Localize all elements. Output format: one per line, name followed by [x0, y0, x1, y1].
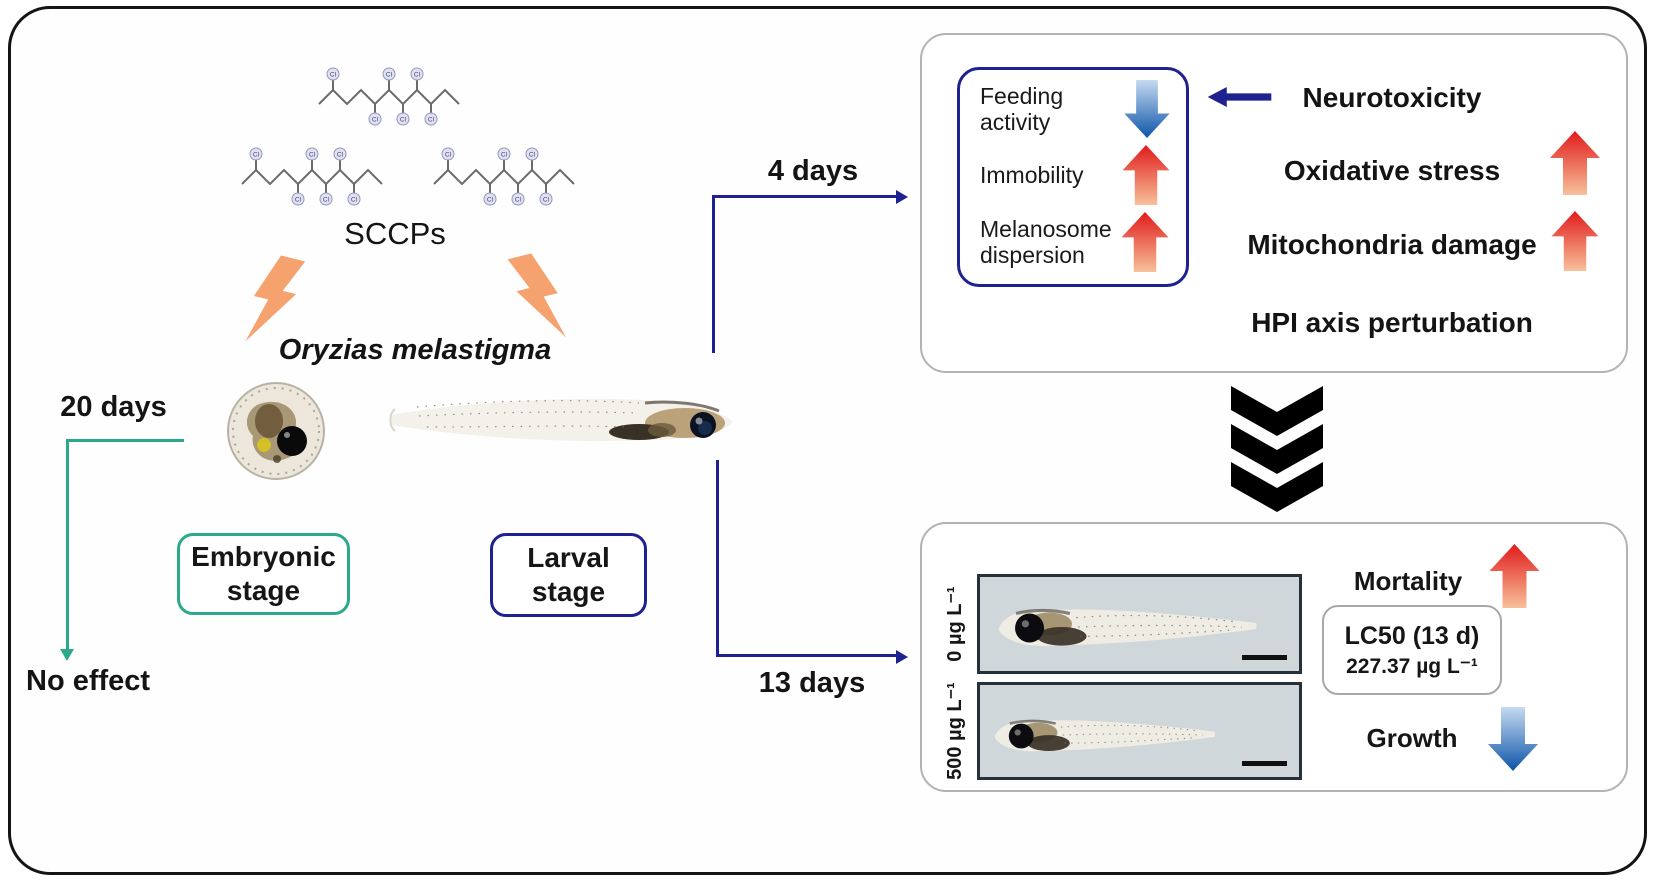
- mortality-label: Mortality: [1353, 566, 1463, 596]
- arrowhead-down-icon: [60, 649, 74, 661]
- behavior-effects-box: Feeding activity Immobility Melanosome d…: [957, 67, 1189, 287]
- behavior-row-immobility: Immobility: [980, 145, 1170, 205]
- larva-photo: [992, 711, 1222, 761]
- up-arrow-icon: [1122, 145, 1170, 205]
- panel-concentration-label: 0 µg L⁻¹: [944, 586, 966, 662]
- larva-photo: [994, 599, 1266, 657]
- scale-bar: [1242, 655, 1287, 660]
- embryo-timeline-arrow: [66, 439, 184, 651]
- behavior-label: Melanosome dispersion: [980, 216, 1112, 268]
- behavior-row-feeding: Feeding activity: [980, 80, 1170, 138]
- up-arrow-icon: [1550, 130, 1600, 196]
- embryo-photo: [227, 382, 325, 480]
- hpi-axis-label: HPI axis perturbation: [1251, 307, 1533, 338]
- species-label: Oryzias melastigma: [278, 334, 552, 366]
- chronic-duration-label: 13 days: [758, 667, 866, 699]
- behavior-label: Immobility: [980, 162, 1084, 188]
- embryonic-stage-box: Embryonic stage: [177, 533, 350, 615]
- acute-branch-arrow: [712, 195, 898, 353]
- sccp-molecule-icon: [315, 64, 465, 128]
- acute-effects-box: Feeding activity Immobility Melanosome d…: [920, 33, 1628, 373]
- exposed-larva-panel: [977, 682, 1302, 780]
- larva-photo: [389, 398, 733, 442]
- larval-stage-line1: Larval: [527, 541, 610, 573]
- scale-bar: [1242, 761, 1287, 766]
- sccps-label: SCCPs: [344, 216, 446, 251]
- behavior-row-melanosome: Melanosome dispersion: [980, 212, 1170, 272]
- control-larva-panel: [977, 574, 1302, 674]
- larval-stage-box: Larval stage: [490, 533, 647, 617]
- embryo-duration-label: 20 days: [60, 391, 167, 423]
- embryonic-stage-line1: Embryonic: [191, 540, 336, 572]
- acute-duration-label: 4 days: [767, 155, 859, 187]
- behavior-label: Feeding activity: [980, 83, 1064, 135]
- mitochondria-damage-label: Mitochondria damage: [1247, 229, 1537, 260]
- up-arrow-icon: [1550, 211, 1600, 271]
- up-arrow-icon: [1487, 544, 1542, 608]
- down-arrow-icon: [1487, 707, 1539, 771]
- oxidative-stress-label: Oxidative stress: [1283, 155, 1501, 186]
- down-arrow-icon: [1124, 80, 1170, 138]
- chronic-branch-arrow: [716, 460, 898, 657]
- arrowhead-right-icon: [896, 650, 908, 664]
- panel-concentration-label: 500 µg L⁻¹: [944, 682, 966, 780]
- chevron-down-icon: [1231, 462, 1323, 512]
- arrowhead-right-icon: [896, 190, 908, 204]
- neurotoxicity-label: Neurotoxicity: [1302, 82, 1482, 113]
- growth-label: Growth: [1366, 723, 1458, 753]
- lc50-title: LC50 (13 d): [1344, 621, 1480, 650]
- sccp-molecule-icon: [430, 144, 580, 208]
- no-effect-label: No effect: [26, 665, 151, 697]
- larval-stage-line2: stage: [531, 576, 606, 607]
- up-arrow-icon: [1120, 212, 1170, 272]
- embryonic-stage-line2: stage: [226, 575, 301, 606]
- sccp-molecule-icon: [238, 144, 388, 208]
- chronic-effects-box: 0 µg L⁻¹ 500 µg L⁻¹ Mortality LC50 (13 d…: [920, 522, 1628, 792]
- lc50-value: 227.37 µg L⁻¹: [1346, 654, 1478, 678]
- lc50-box: LC50 (13 d) 227.37 µg L⁻¹: [1322, 605, 1502, 695]
